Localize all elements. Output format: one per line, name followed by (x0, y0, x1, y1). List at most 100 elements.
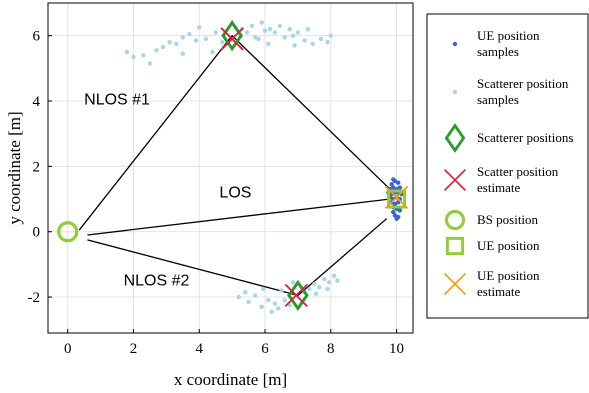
path-line (87, 198, 391, 236)
scatterer-samples-marker (249, 23, 255, 29)
scatterer-samples-marker (313, 291, 319, 296)
legend-ue-estimate-marker (443, 272, 467, 296)
legend-bs-position-marker (444, 209, 466, 231)
scatterer-samples-marker (335, 278, 340, 283)
scatterer-samples-marker (275, 306, 281, 311)
path-label: NLOS #1 (84, 91, 150, 108)
scatterer-samples-marker (269, 309, 274, 314)
scatterer-samples-marker (307, 286, 312, 292)
legend-label: UE position (477, 238, 540, 253)
y-tick-label: 6 (33, 29, 41, 45)
y-tick-label: 2 (33, 159, 41, 175)
scatterer-samples-marker (252, 35, 258, 40)
legend-box (426, 13, 589, 319)
scatterer-samples-marker (261, 286, 266, 292)
legend-label: UE position (477, 268, 540, 283)
path-label: LOS (219, 184, 251, 201)
scatterer-samples-marker (277, 23, 283, 29)
scatterer-samples-marker (267, 26, 273, 32)
scatterer-samples-marker (220, 40, 225, 45)
grid-lines (48, 3, 413, 333)
scatterer-samples-marker (252, 293, 258, 298)
scatterer-samples-marker (282, 298, 287, 303)
sample-points (124, 20, 404, 314)
legend-label: Scatter position (477, 164, 559, 179)
scatterer-positions-marker (221, 20, 243, 52)
scatterer-samples-marker (292, 43, 297, 48)
propagation-paths: NLOS #1 LOS NLOS #2 (78, 34, 391, 297)
ue-samples-marker (392, 178, 398, 184)
ue-samples-marker (397, 208, 403, 213)
x-tick-label: 2 (130, 341, 138, 357)
scatterer-samples-marker (302, 38, 307, 43)
bs-position-marker (57, 221, 79, 243)
ue-samples-marker (389, 182, 394, 187)
x-tick-label: 6 (261, 341, 269, 357)
scatterer-samples-marker (154, 48, 159, 53)
axes-frame (47, 2, 414, 334)
ue-samples-marker (392, 201, 398, 207)
scatterer-samples-marker (180, 35, 186, 40)
legend-ue-estimate-marker-stroke (443, 272, 467, 296)
ue-samples-marker (396, 180, 401, 185)
scatterer-samples-marker (193, 38, 199, 43)
ue-samples-marker (391, 209, 396, 215)
legend-label: UE position (477, 28, 540, 43)
legend-label: Scatterer positions (477, 130, 573, 145)
scatter-estimate-marker-stroke (220, 27, 244, 51)
ue-samples-marker (392, 213, 398, 218)
ue-estimate-marker-stroke (384, 185, 409, 210)
scatter-estimate-marker (220, 27, 244, 51)
scatterer-samples-marker (197, 25, 202, 30)
axis-ticks: 0 2 4 6 8 10 -2 0 2 4 6 (28, 29, 405, 357)
scatterer-samples-marker (213, 30, 218, 35)
scatterer-samples-marker (174, 41, 179, 47)
legend-ue-samples-marker (452, 41, 458, 47)
x-axis-label: x coordinate [m] (174, 370, 287, 389)
legend-scatterer-positions-marker (444, 123, 466, 153)
y-tick-label: 4 (33, 94, 41, 110)
scatterer-samples-marker (236, 294, 241, 300)
y-axis-label: y coordinate [m] (5, 111, 24, 224)
legend-label: estimate (477, 284, 521, 299)
scatter-estimate-marker-stroke (284, 283, 308, 308)
scatterer-samples-marker (244, 30, 250, 35)
y-tick-label: 0 (33, 225, 41, 241)
scatterer-samples-marker (210, 49, 215, 55)
y-tick-label: -2 (28, 290, 41, 306)
path-line (87, 218, 388, 297)
legend-label: samples (477, 92, 519, 107)
scatterer-samples-marker (305, 26, 310, 32)
scatterer-samples-marker (282, 35, 287, 40)
scatterer-samples-marker (328, 33, 333, 38)
scatterer-samples-marker (279, 288, 284, 293)
scatterer-samples-marker (141, 53, 146, 58)
ue-samples-marker (397, 185, 403, 190)
position-markers (57, 20, 409, 312)
ue-estimate-marker (384, 185, 409, 210)
scatterer-samples-marker (259, 304, 264, 310)
scatterer-samples-marker (325, 286, 330, 292)
scatterer-samples-marker (259, 20, 264, 25)
x-tick-label: 0 (64, 341, 72, 357)
scatterer-samples-marker (266, 41, 271, 47)
scatterer-samples-marker (290, 33, 296, 38)
scatterer-samples-marker (312, 281, 317, 287)
scatterer-samples-marker (322, 276, 327, 282)
scatterer-samples-marker (287, 26, 292, 32)
scatterer-samples-marker (310, 41, 315, 47)
scatterer-samples-marker (331, 273, 337, 279)
scatterer-samples-marker (160, 44, 166, 50)
scatterer-samples-marker (317, 285, 322, 290)
x-tick-label: 10 (389, 341, 404, 357)
legend-label: samples (477, 44, 519, 59)
scatterer-samples-marker (124, 49, 130, 55)
scatter-estimate-marker (284, 283, 308, 308)
scatterer-samples-marker (266, 298, 271, 303)
scatterer-samples-marker (272, 301, 278, 306)
scatterer-samples-marker (318, 36, 324, 42)
scatterer-samples-marker (243, 289, 248, 295)
legend-scatter-estimate-marker-stroke (443, 168, 467, 192)
